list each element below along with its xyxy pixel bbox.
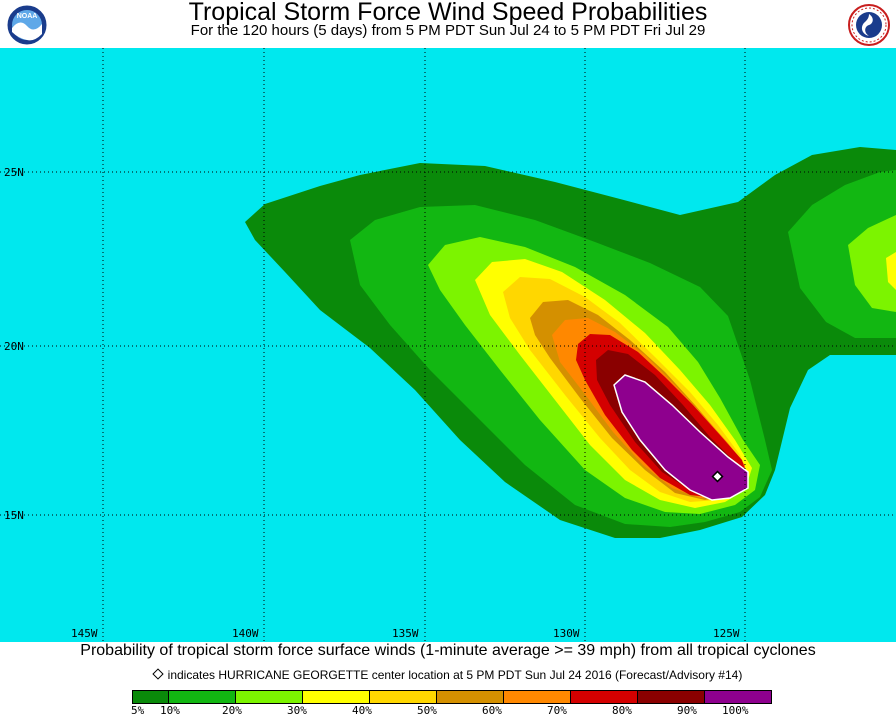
legend-label-60: 60% (482, 704, 502, 717)
svg-text:NOAA: NOAA (17, 13, 38, 20)
map-canvas (0, 48, 896, 642)
lat-label-20: 20N (4, 340, 24, 353)
probability-band-90 (613, 374, 749, 501)
lon-label-140: 140W (232, 627, 259, 640)
header: NOAA Tropical Storm Force Wind Speed Pro… (0, 0, 896, 48)
diamond-icon (151, 668, 164, 680)
probability-band-30-east (886, 252, 896, 290)
legend-swatch-80-90 (637, 690, 705, 704)
lon-label-125: 125W (713, 627, 740, 640)
page-title: Tropical Storm Force Wind Speed Probabil… (188, 0, 708, 26)
legend-swatch-40-50 (369, 690, 437, 704)
legend-label-100: 100% (722, 704, 749, 717)
legend-label-40: 40% (352, 704, 372, 717)
legend-swatch-20-30 (235, 690, 303, 704)
lat-label-15: 15N (4, 509, 24, 522)
probability-legend (132, 690, 772, 704)
legend-label-50: 50% (417, 704, 437, 717)
storm-center-marker (711, 470, 724, 483)
legend-label-90: 90% (677, 704, 697, 717)
page-subtitle: For the 120 hours (5 days) from 5 PM PDT… (190, 22, 706, 39)
legend-label-20: 20% (222, 704, 242, 717)
probability-map (0, 48, 896, 642)
legend-label-10: 10% (160, 704, 180, 717)
legend-swatch-70-80 (570, 690, 638, 704)
legend-label-70: 70% (547, 704, 567, 717)
probability-band-20-east (848, 215, 896, 312)
legend-label-30: 30% (287, 704, 307, 717)
map-caption: Probability of tropical storm force surf… (80, 642, 816, 659)
lon-label-135: 135W (392, 627, 419, 640)
legend-swatch-50-60 (436, 690, 504, 704)
lon-label-145: 145W (71, 627, 98, 640)
storm-center-note: indicates HURRICANE GEORGETTE center loc… (0, 668, 896, 682)
legend-swatch-90-100 (704, 690, 772, 704)
legend-swatch-5-10 (132, 690, 169, 704)
lon-label-130: 130W (553, 627, 580, 640)
storm-center-note-text: indicates HURRICANE GEORGETTE center loc… (167, 668, 743, 682)
graticule (0, 48, 896, 642)
lat-label-25: 25N (4, 166, 24, 179)
legend-swatch-10-20 (168, 690, 236, 704)
legend-swatch-60-70 (503, 690, 571, 704)
legend-swatch-30-40 (302, 690, 370, 704)
legend-label-80: 80% (612, 704, 632, 717)
nws-logo-icon (848, 4, 890, 46)
legend-label-5: 5% (131, 704, 145, 717)
noaa-logo-icon: NOAA (6, 4, 48, 46)
